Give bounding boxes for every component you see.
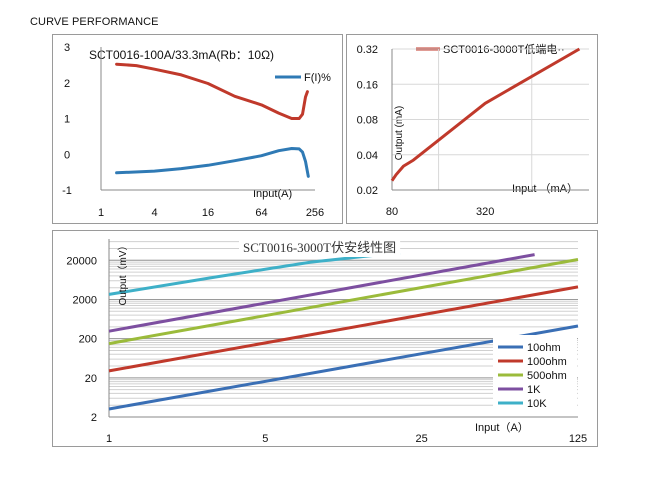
chart-title: SCT0016-100A/33.3mA(Rb：10Ω) (89, 48, 274, 62)
x-tick-label: 4 (151, 207, 157, 219)
legend: F(I)% (275, 72, 331, 84)
x-tick-label: 320 (476, 206, 494, 218)
series-line-1k (108, 253, 535, 333)
legend: 10ohm 100ohm 500ohm 1K 10K (493, 335, 577, 413)
y-tick-label: 0.04 (357, 150, 378, 162)
x-tick-label: 16 (202, 207, 214, 219)
series-line-error (115, 62, 309, 120)
y-axis-label: Output (mA) (394, 106, 405, 160)
series-line-100ohm (108, 285, 579, 373)
y-tick-label: 20000 (66, 255, 97, 267)
x-tick-label: 64 (255, 207, 267, 219)
y-tick-label: 2 (91, 412, 97, 424)
chart-output-svg: Output (mA) Input （mA） SCT0016-3000T低端电·… (357, 40, 589, 218)
series-line-fi (115, 147, 310, 178)
y-tick-label: 20 (85, 373, 97, 385)
y-tick-label: 0 (64, 149, 70, 161)
chart-linearity-svg: Input（A） 20000 2000 200 20 21 5 25 125 SCT0016-3… (66, 238, 587, 445)
x-tick-label: 1 (106, 433, 112, 445)
chart-title: SCT0016-3000T伏安线性图 (243, 240, 396, 255)
chart-panel-fi: SCT0016-100A/33.3mA(Rb：10Ω) Input(A) F(I… (52, 34, 343, 224)
y-tick-label: 200 (79, 334, 97, 346)
x-tick-label: 5 (262, 433, 268, 445)
y-tick-label: 0.16 (357, 79, 378, 91)
x-axis-label: Input（A） (475, 421, 529, 434)
legend-label: 1K (527, 384, 541, 396)
x-axis-label: Input （mA） (512, 182, 578, 195)
chart-panel-output: Output (mA) Input （mA） SCT0016-3000T低端电·… (346, 34, 598, 224)
x-tick-label: 1 (98, 207, 104, 219)
x-axis-label: Input(A) (253, 188, 292, 200)
x-tick-label: 125 (569, 433, 587, 445)
series-line-output (390, 47, 581, 182)
chart-fi-svg: SCT0016-100A/33.3mA(Rb：10Ω) Input(A) F(I… (62, 42, 331, 219)
page-title: CURVE PERFORMANCE (30, 16, 159, 28)
legend-label: 10K (527, 398, 547, 410)
x-tick-label: 80 (386, 206, 398, 218)
legend-label: 10ohm (527, 342, 561, 354)
chart-panel-linearity: Input（A） 20000 2000 200 20 2 1 5 25 125 SCT0016-3… (52, 230, 598, 447)
x-tick-label: 256 (306, 207, 324, 219)
y-axis-label: Output（mV） (117, 240, 129, 305)
y-tick-label: 0.32 (357, 44, 378, 56)
y-tick-label: 3 (64, 42, 70, 54)
legend: SCT0016-3000T低端电·· (411, 40, 589, 60)
y-tick-label: -1 (62, 185, 72, 197)
legend-label: 500ohm (527, 370, 567, 382)
y-tick-label: 2000 (73, 294, 97, 306)
y-tick-label: 0.02 (357, 185, 378, 197)
legend-label: 100ohm (527, 356, 567, 368)
x-tick-label: 25 (416, 433, 428, 445)
legend-label-fi: F(I)% (304, 72, 331, 84)
y-tick-label: 0.08 (357, 115, 378, 127)
series-line-500ohm (108, 258, 579, 346)
title-backdrop (239, 238, 401, 257)
y-tick-label: 1 (64, 114, 70, 126)
y-tick-label: 2 (64, 78, 70, 90)
